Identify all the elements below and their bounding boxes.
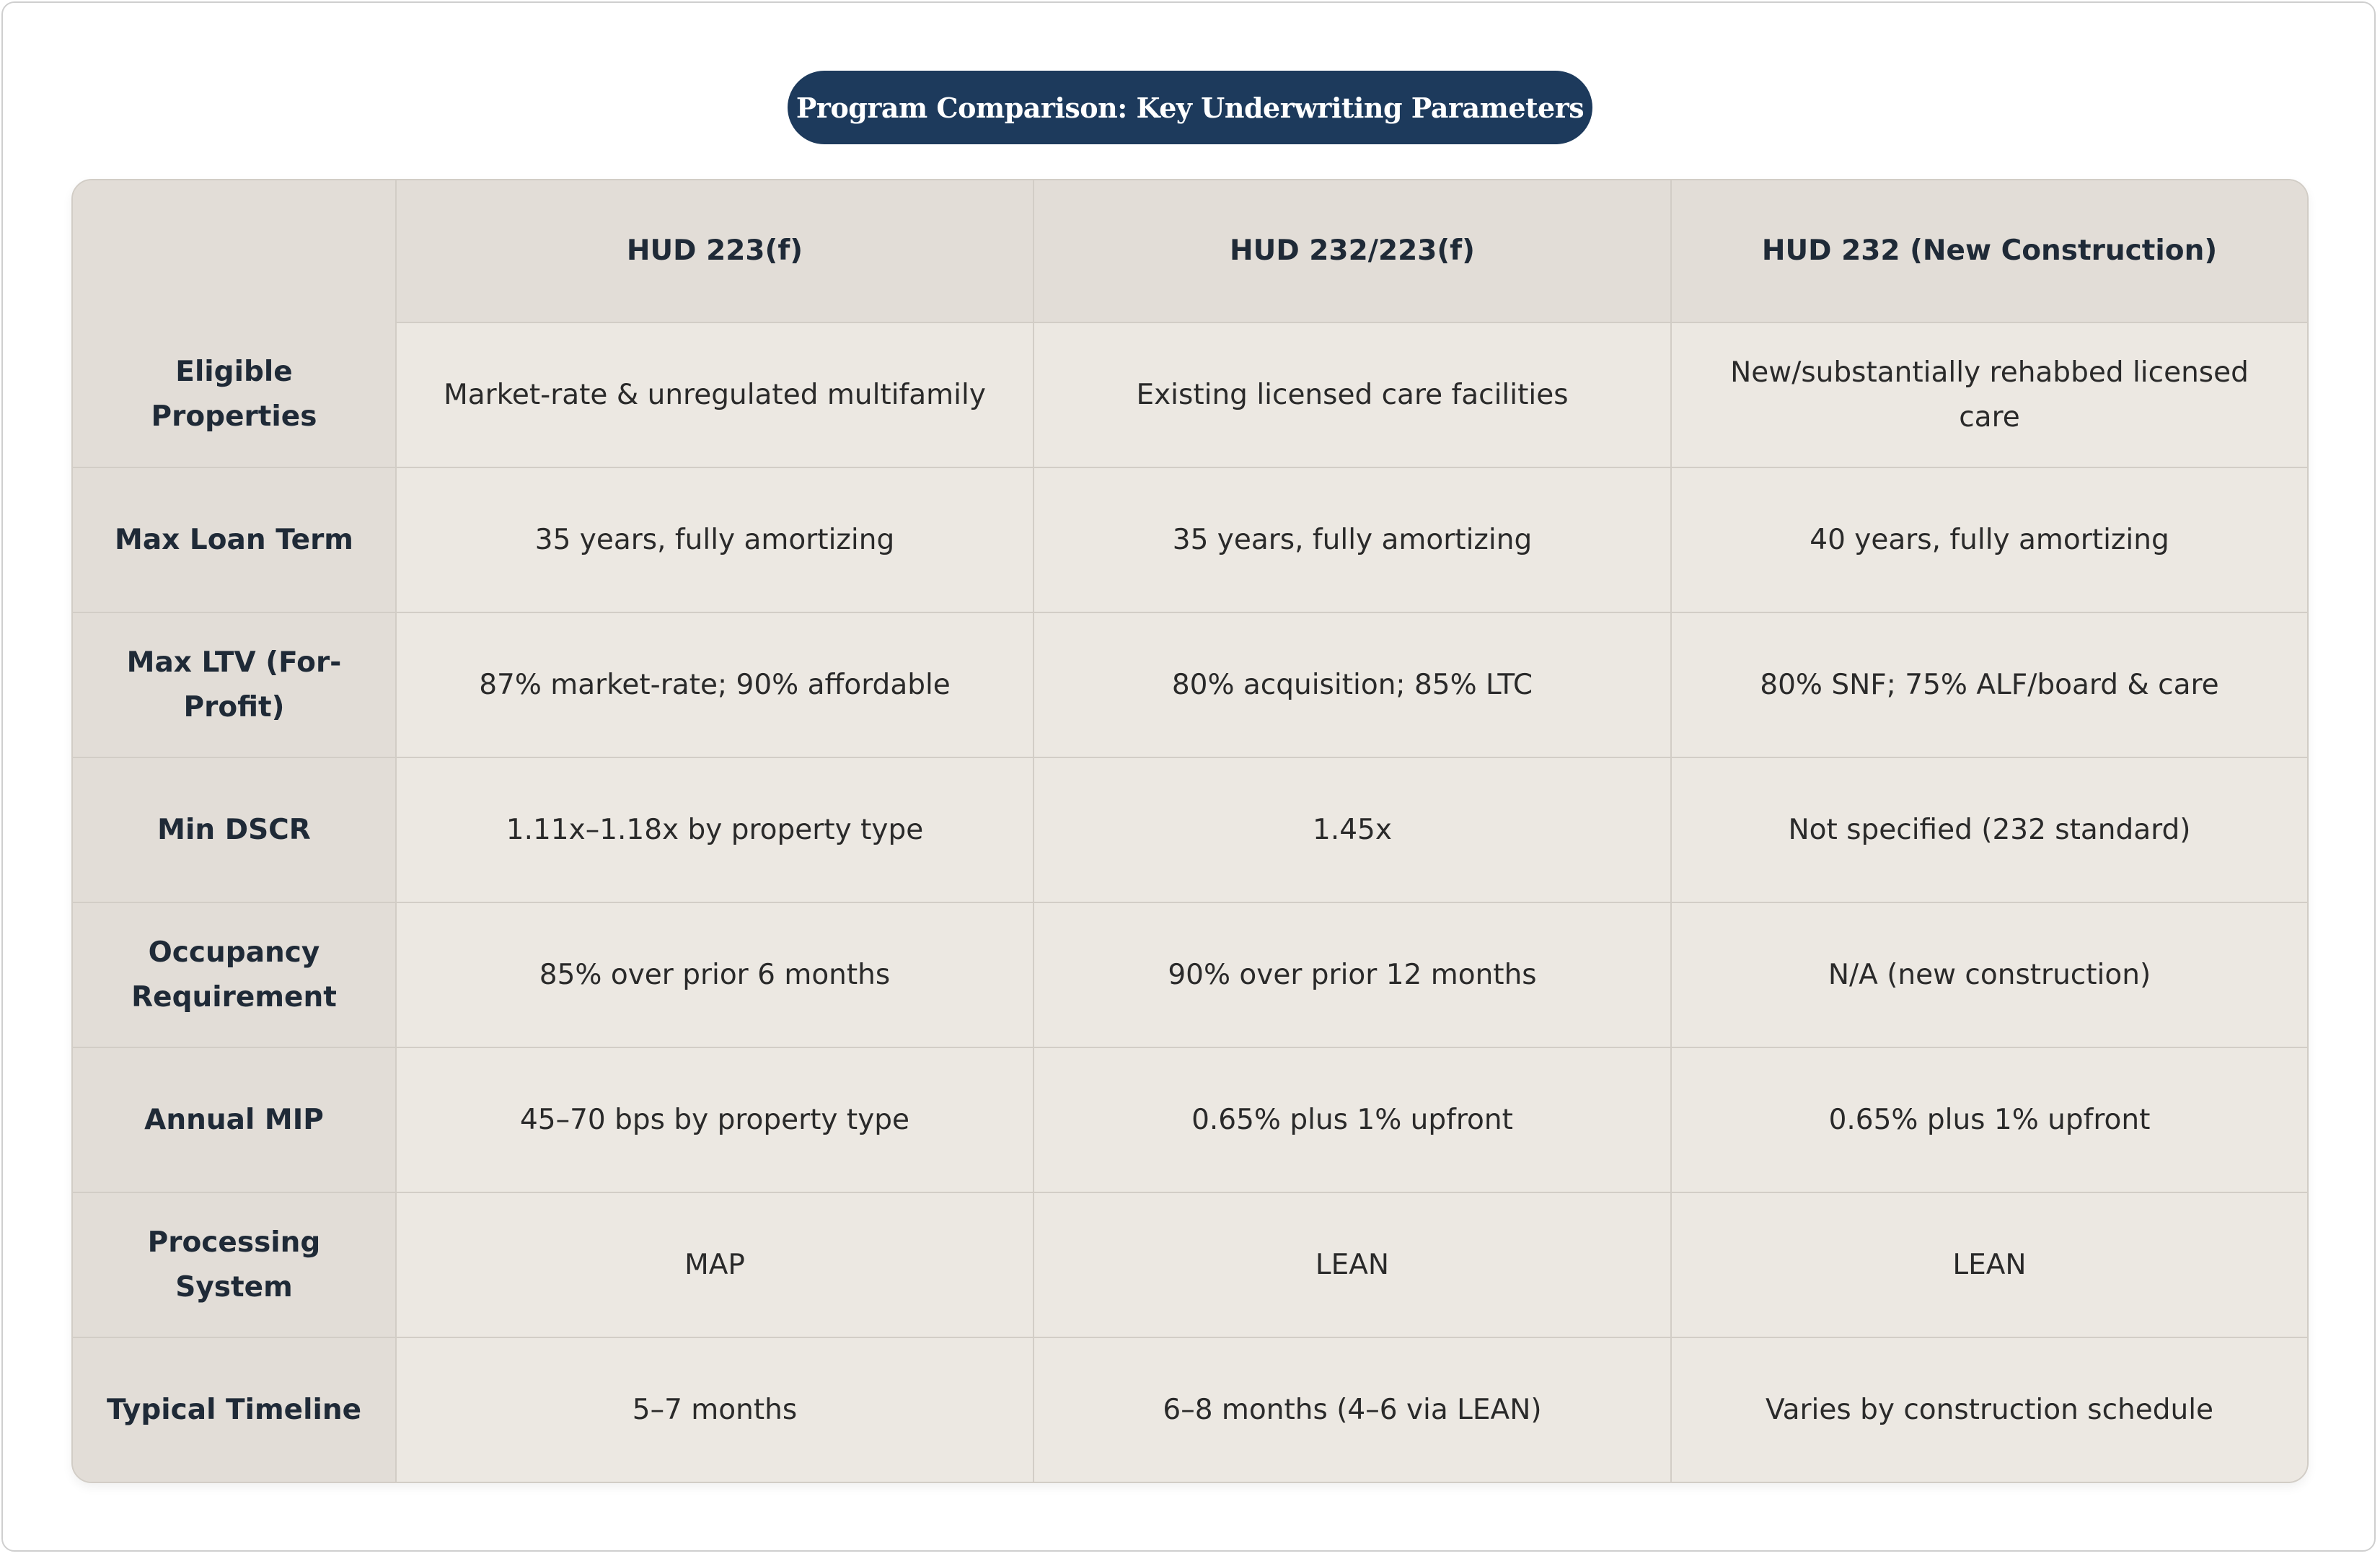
table-cell: N/A (new construction) xyxy=(1670,902,2307,1048)
table-cell: 40 years, fully amortizing xyxy=(1670,467,2307,613)
row-label: Eligible Properties xyxy=(73,322,397,468)
table-cell: 80% acquisition; 85% LTC xyxy=(1033,612,1672,758)
table-row: Annual MIP 45–70 bps by property type 0.… xyxy=(73,1047,2307,1193)
table-cell: Existing licensed care facilities xyxy=(1033,322,1672,468)
table-cell: 5–7 months xyxy=(395,1337,1034,1482)
column-header-hud-232-new-construction: HUD 232 (New Construction) xyxy=(1670,180,2307,322)
row-label: Max LTV (For-Profit) xyxy=(73,612,397,758)
table-cell: 45–70 bps by property type xyxy=(395,1047,1034,1193)
table-cell: 6–8 months (4–6 via LEAN) xyxy=(1033,1337,1672,1482)
table-row: Typical Timeline 5–7 months 6–8 months (… xyxy=(73,1337,2307,1482)
table-cell: Not specified (232 standard) xyxy=(1670,757,2307,903)
table-cell: MAP xyxy=(395,1192,1034,1338)
table-cell: 35 years, fully amortizing xyxy=(395,467,1034,613)
row-label: Processing System xyxy=(73,1192,397,1338)
row-label: Occupancy Requirement xyxy=(73,902,397,1048)
page-title: Program Comparison: Key Underwriting Par… xyxy=(788,71,1592,144)
table-cell: 35 years, fully amortizing xyxy=(1033,467,1672,613)
row-label: Min DSCR xyxy=(73,757,397,903)
comparison-table-container: HUD 223(f) HUD 232/223(f) HUD 232 (New C… xyxy=(71,179,2309,1483)
table-cell: 1.45x xyxy=(1033,757,1672,903)
row-label: Max Loan Term xyxy=(73,467,397,613)
row-label: Typical Timeline xyxy=(73,1337,397,1482)
table-cell: 0.65% plus 1% upfront xyxy=(1670,1047,2307,1193)
column-header-hud-223f: HUD 223(f) xyxy=(395,180,1034,322)
table-cell: New/substantially rehabbed licensed care xyxy=(1670,322,2307,468)
table-cell: Market-rate & unregulated multifamily xyxy=(395,322,1034,468)
table-cell: 90% over prior 12 months xyxy=(1033,902,1672,1048)
table-cell: 87% market-rate; 90% affordable xyxy=(395,612,1034,758)
table-cell: Varies by construction schedule xyxy=(1670,1337,2307,1482)
comparison-table: HUD 223(f) HUD 232/223(f) HUD 232 (New C… xyxy=(73,180,2307,1482)
table-cell: 80% SNF; 75% ALF/board & care xyxy=(1670,612,2307,758)
table-cell: 1.11x–1.18x by property type xyxy=(395,757,1034,903)
table-cell: 85% over prior 6 months xyxy=(395,902,1034,1048)
table-cell: LEAN xyxy=(1670,1192,2307,1338)
table-row: Processing System MAP LEAN LEAN xyxy=(73,1192,2307,1338)
table-row: Max Loan Term 35 years, fully amortizing… xyxy=(73,467,2307,613)
table-row: Occupancy Requirement 85% over prior 6 m… xyxy=(73,902,2307,1048)
table-row: Eligible Properties Market-rate & unregu… xyxy=(73,322,2307,468)
table-row: Max LTV (For-Profit) 87% market-rate; 90… xyxy=(73,612,2307,758)
table-cell: 0.65% plus 1% upfront xyxy=(1033,1047,1672,1193)
table-row: Min DSCR 1.11x–1.18x by property type 1.… xyxy=(73,757,2307,903)
table-cell: LEAN xyxy=(1033,1192,1672,1338)
row-label: Annual MIP xyxy=(73,1047,397,1193)
table-header-row: HUD 223(f) HUD 232/223(f) HUD 232 (New C… xyxy=(73,180,2307,322)
column-header-hud-232-223f: HUD 232/223(f) xyxy=(1033,180,1672,322)
corner-header-cell xyxy=(73,180,397,322)
